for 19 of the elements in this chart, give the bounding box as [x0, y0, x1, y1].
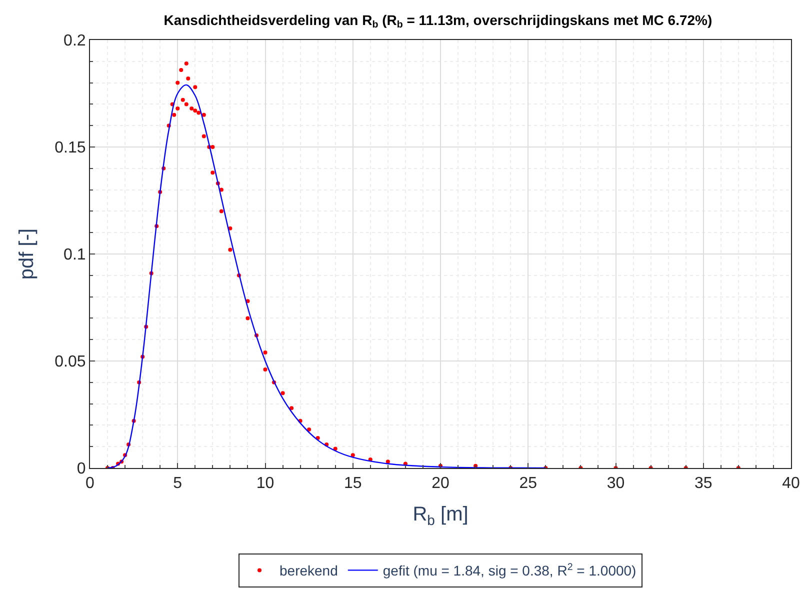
x-tick-label: 5	[173, 475, 182, 492]
y-tick-label: 0	[76, 460, 86, 478]
chart-title: Kansdichtheidsverdeling van R$_{b}$ (R$_{b}$ = 11.13m, overschrijdingskans met MC 6.72%)	[164, 12, 712, 31]
x-tick-label: 30	[606, 475, 625, 492]
x-tick-label: 20	[432, 475, 450, 492]
y-tick-label: 0.05	[54, 354, 86, 371]
y-tick-label: 0.1	[64, 246, 86, 264]
y-tick-label: 0.15	[54, 140, 86, 157]
x-tick-label: 40	[782, 475, 800, 492]
x-tick-label: 10	[256, 475, 274, 492]
x-tick-label: 35	[694, 475, 712, 492]
legend-label: berekend	[280, 562, 338, 579]
legend-label: gefit (mu = 1.84, sig = 0.38, R$^{2}$ = 1.0000)	[382, 562, 636, 579]
x-axis-title: R$_{b}$ [m]	[412, 504, 468, 528]
x-tick-label: 25	[519, 475, 538, 492]
y-axis-title: pdf [-]	[16, 228, 38, 280]
line-series	[106, 84, 546, 468]
y-tick-label: 0.2	[64, 32, 86, 50]
x-tick-label: 15	[344, 475, 362, 492]
